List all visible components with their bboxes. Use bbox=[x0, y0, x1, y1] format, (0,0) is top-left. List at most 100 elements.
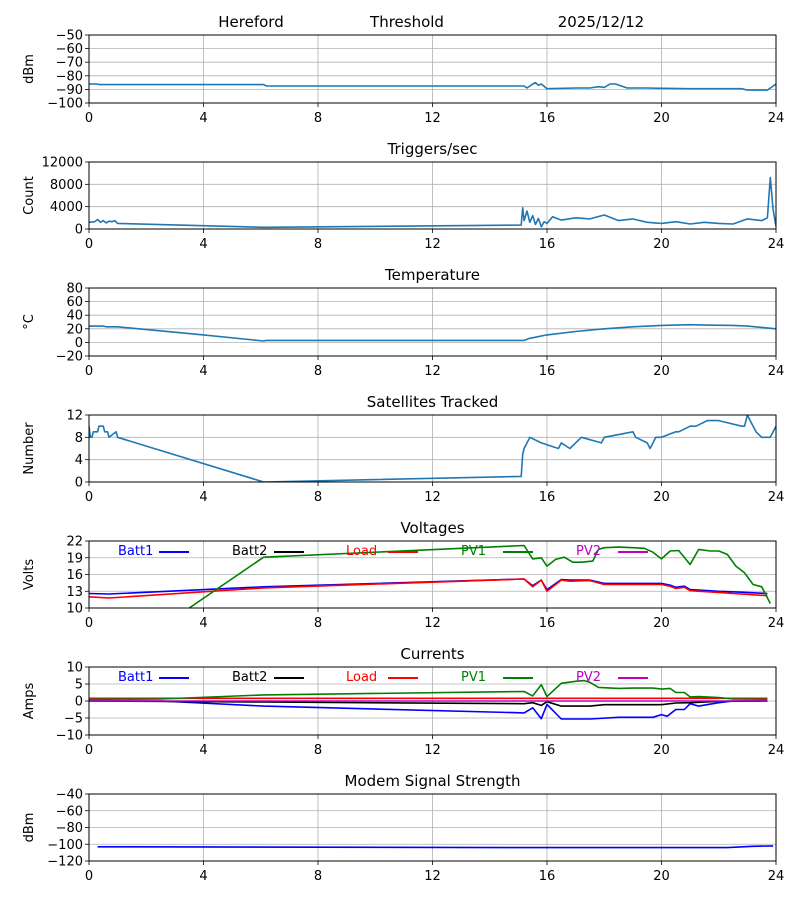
y-tick-label: −70 bbox=[56, 56, 83, 71]
chart-title: Modem Signal Strength bbox=[345, 772, 521, 790]
y-tick-label: −40 bbox=[56, 788, 83, 803]
x-tick-label: 20 bbox=[653, 869, 670, 884]
y-tick-label: −120 bbox=[47, 855, 83, 870]
y-tick-label: 12000 bbox=[42, 156, 83, 171]
panel-3: 0 4 8 12 16 20 24 0 4 8 12 Satellites Tracked Number bbox=[22, 393, 784, 505]
y-tick-label: 4000 bbox=[50, 200, 83, 215]
x-tick-label: 12 bbox=[424, 490, 441, 505]
chart-title: Voltages bbox=[400, 519, 464, 537]
y-tick-label: 22 bbox=[66, 535, 83, 550]
x-tick-label: 4 bbox=[199, 364, 207, 379]
x-tick-label: 16 bbox=[539, 869, 556, 884]
x-tick-label: 4 bbox=[199, 616, 207, 631]
x-tick-label: 20 bbox=[653, 616, 670, 631]
legend-label-pv2: PV2 bbox=[576, 544, 601, 559]
x-tick-label: 12 bbox=[424, 237, 441, 252]
legend-label-load: Load bbox=[346, 670, 377, 685]
x-tick-label: 4 bbox=[199, 237, 207, 252]
x-tick-label: 0 bbox=[85, 111, 93, 126]
y-tick-label: −100 bbox=[47, 838, 83, 853]
y-tick-label: 13 bbox=[66, 585, 83, 600]
legend-label-batt1: Batt1 bbox=[118, 670, 153, 685]
series-line-batt1 bbox=[89, 578, 768, 595]
x-tick-label: 20 bbox=[653, 237, 670, 252]
y-tick-label: 0 bbox=[75, 476, 83, 491]
y-tick-label: 0 bbox=[75, 223, 83, 238]
x-tick-label: 8 bbox=[314, 743, 322, 758]
series-line-triggers bbox=[89, 176, 776, 229]
x-tick-label: 4 bbox=[199, 743, 207, 758]
y-axis-label: Count bbox=[22, 176, 37, 215]
x-tick-label: 0 bbox=[85, 869, 93, 884]
series-line-pv1 bbox=[89, 679, 768, 701]
y-tick-label: 80 bbox=[66, 282, 83, 297]
x-tick-label: 24 bbox=[768, 869, 785, 884]
series-line-modem bbox=[97, 845, 774, 849]
y-tick-label: −80 bbox=[56, 821, 83, 836]
panel-1: 0 4 8 12 16 20 24 0 4000 8000 12000 Triggers/sec Cou… bbox=[22, 140, 784, 252]
chart-title: Triggers/sec bbox=[387, 140, 478, 158]
panel-0: 0 4 8 12 16 20 24 −50−60−70−80−90−100 dBm bbox=[22, 29, 784, 127]
legend-label-load: Load bbox=[346, 544, 377, 559]
x-tick-label: 20 bbox=[653, 490, 670, 505]
x-tick-label: 24 bbox=[768, 490, 785, 505]
header-date: 2025/12/12 bbox=[558, 13, 644, 31]
x-tick-label: 8 bbox=[314, 869, 322, 884]
y-tick-label: −80 bbox=[56, 69, 83, 84]
x-tick-label: 12 bbox=[424, 111, 441, 126]
x-tick-label: 8 bbox=[314, 616, 322, 631]
y-tick-label: −60 bbox=[56, 42, 83, 57]
legend-label-pv1: PV1 bbox=[461, 544, 486, 559]
y-axis-label: dBm bbox=[22, 813, 37, 843]
x-tick-label: 16 bbox=[539, 490, 556, 505]
plot-frame bbox=[88, 287, 777, 357]
x-tick-label: 0 bbox=[85, 237, 93, 252]
x-tick-label: 8 bbox=[314, 237, 322, 252]
y-tick-label: 4 bbox=[75, 453, 83, 468]
y-tick-label: 40 bbox=[66, 309, 83, 324]
x-tick-label: 12 bbox=[424, 364, 441, 379]
x-tick-label: 24 bbox=[768, 616, 785, 631]
x-tick-label: 16 bbox=[539, 364, 556, 379]
x-tick-label: 20 bbox=[653, 364, 670, 379]
y-axis-label: dBm bbox=[22, 54, 37, 84]
y-axis-label: Amps bbox=[22, 682, 37, 719]
y-tick-label: −10 bbox=[56, 729, 83, 744]
plot-frame bbox=[88, 414, 777, 483]
x-tick-label: 0 bbox=[85, 616, 93, 631]
series-line-batt2 bbox=[89, 700, 768, 707]
x-tick-label: 20 bbox=[653, 111, 670, 126]
chart-title: Currents bbox=[400, 645, 464, 663]
x-tick-label: 12 bbox=[424, 616, 441, 631]
y-tick-label: 12 bbox=[66, 409, 83, 424]
x-tick-label: 12 bbox=[424, 743, 441, 758]
series-line-pv1 bbox=[188, 544, 772, 608]
x-tick-label: 8 bbox=[314, 111, 322, 126]
y-tick-label: 60 bbox=[66, 295, 83, 310]
plot-frame bbox=[88, 540, 777, 609]
x-tick-label: 16 bbox=[539, 616, 556, 631]
y-tick-label: 19 bbox=[66, 551, 83, 566]
header-mode: Threshold bbox=[369, 13, 444, 31]
y-tick-label: −5 bbox=[64, 712, 83, 727]
panel-5: 0 4 8 12 16 20 24 −10 −5 0 5 10 Batt1 Batt2 Load PV1 PV2… bbox=[22, 645, 784, 758]
x-tick-label: 24 bbox=[768, 237, 785, 252]
plot-frame bbox=[88, 34, 777, 104]
x-tick-label: 4 bbox=[199, 111, 207, 126]
plot-frame bbox=[88, 666, 777, 736]
legend-label-batt1: Batt1 bbox=[118, 544, 153, 559]
y-tick-label: 20 bbox=[66, 322, 83, 337]
y-axis-label: Volts bbox=[22, 559, 37, 591]
y-tick-label: −60 bbox=[56, 804, 83, 819]
y-tick-label: 0 bbox=[75, 336, 83, 351]
x-tick-label: 24 bbox=[768, 111, 785, 126]
y-tick-label: 8 bbox=[75, 431, 83, 446]
legend-label-batt2: Batt2 bbox=[232, 544, 267, 559]
y-axis-label: °C bbox=[22, 314, 37, 330]
y-tick-label: 5 bbox=[75, 678, 83, 693]
x-tick-label: 24 bbox=[768, 743, 785, 758]
series-line-temperature bbox=[89, 323, 776, 342]
legend-label-pv1: PV1 bbox=[461, 670, 486, 685]
